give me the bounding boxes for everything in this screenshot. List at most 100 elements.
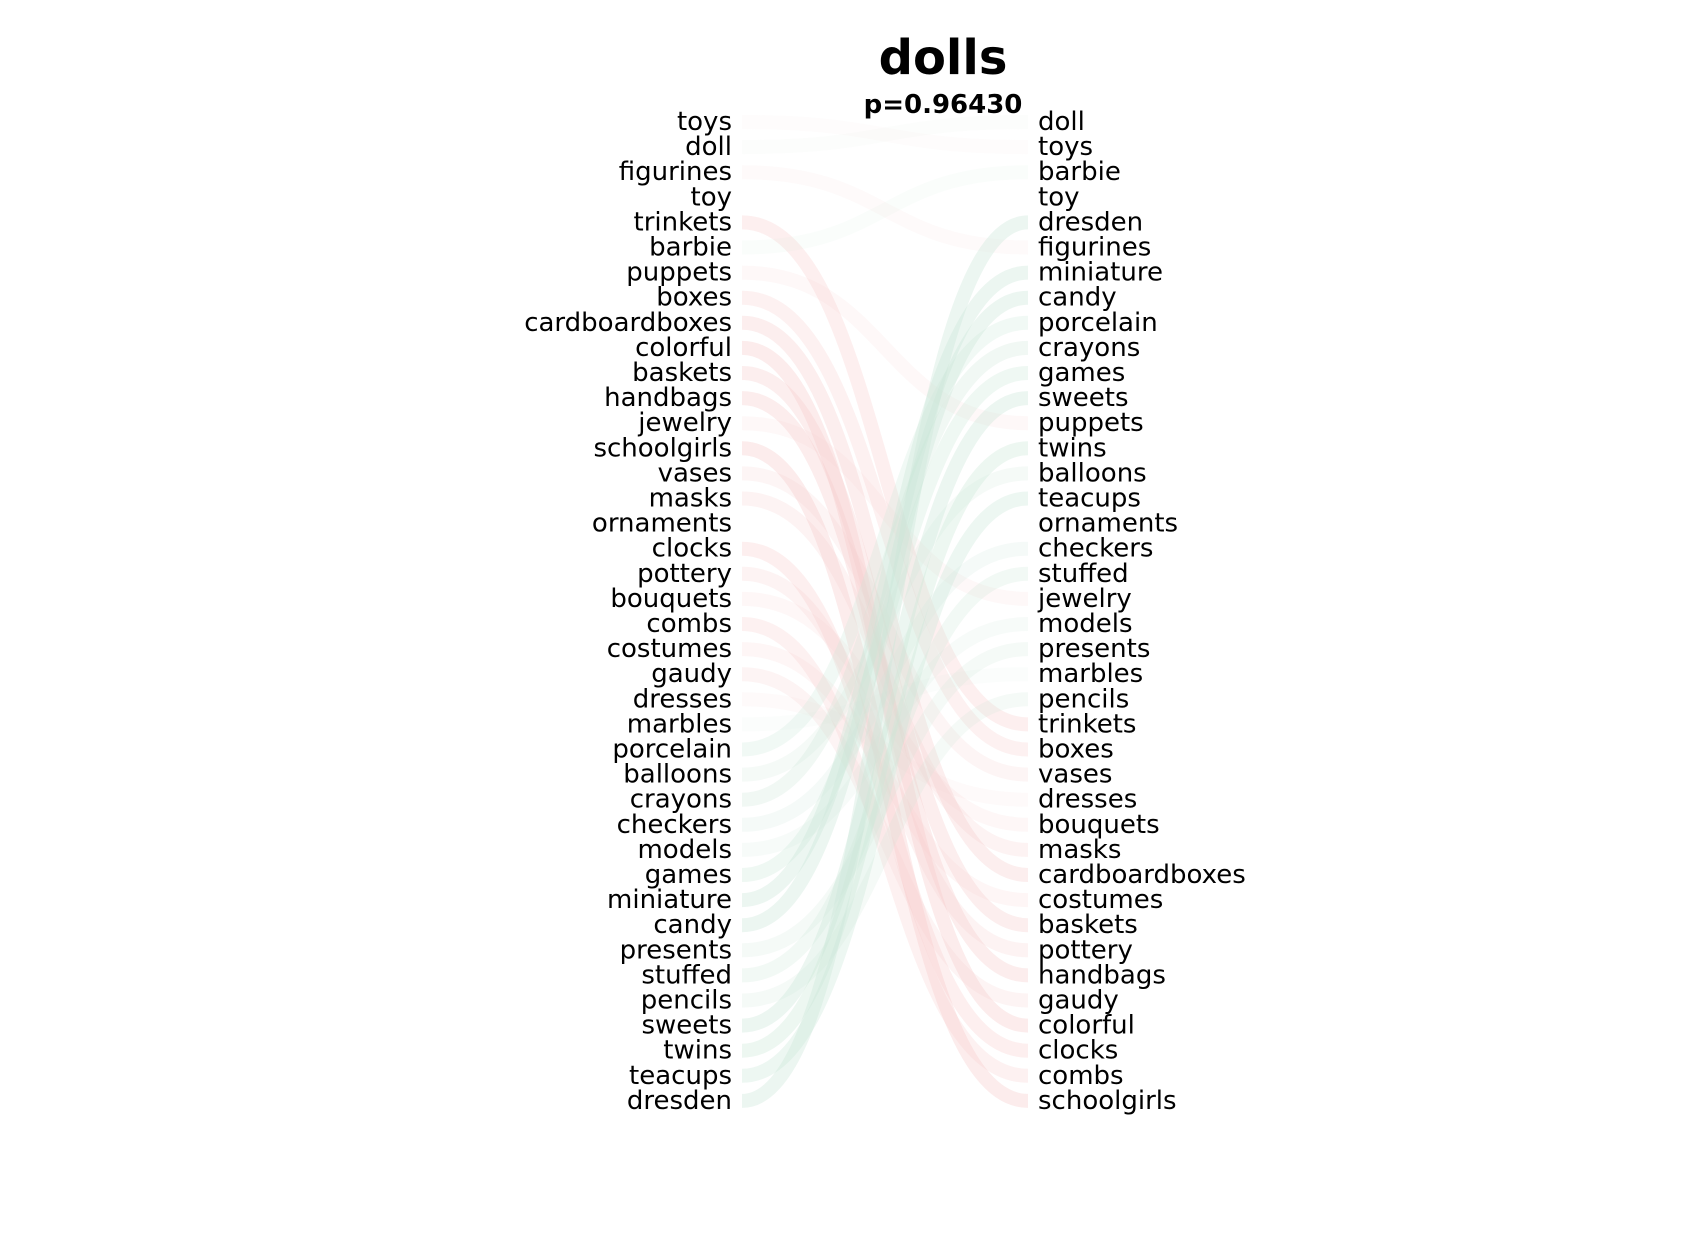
left-word-label: balloons — [623, 760, 732, 790]
rank-link — [741, 290, 1029, 757]
right-word-label: twins — [1038, 433, 1107, 463]
left-word-label: cardboardboxes — [524, 308, 732, 338]
left-word-label: combs — [646, 609, 732, 639]
rank-link — [741, 617, 1029, 1083]
left-word-label: toys — [677, 107, 732, 137]
rank-link — [741, 466, 1029, 782]
left-word-label: toy — [691, 182, 733, 212]
rank-link — [741, 115, 1029, 155]
rank-link — [741, 265, 1029, 908]
left-word-label: crayons — [630, 785, 732, 815]
left-word-label: vases — [658, 458, 732, 488]
rank-link — [741, 441, 1029, 1108]
right-word-label: cardboardboxes — [1038, 860, 1246, 890]
right-word-label: ornaments — [1038, 509, 1178, 539]
right-word-label: porcelain — [1038, 308, 1158, 338]
right-word-label: teacups — [1038, 484, 1141, 514]
rank-link — [741, 692, 1029, 1008]
left-word-label: figurines — [619, 157, 732, 187]
left-word-label: pencils — [641, 986, 732, 1016]
right-word-label: puppets — [1038, 408, 1144, 438]
rank-link — [741, 466, 1029, 782]
rank-link — [741, 566, 1029, 983]
right-word-label: marbles — [1038, 659, 1143, 689]
left-word-label: doll — [685, 132, 732, 162]
right-word-label: handbags — [1038, 960, 1166, 990]
left-word-label: miniature — [607, 885, 732, 915]
left-word-label: clocks — [652, 534, 732, 564]
left-word-label: bouquets — [610, 584, 732, 614]
rank-links — [741, 115, 1029, 1108]
rank-link — [741, 692, 1029, 807]
left-word-label: dresden — [627, 1086, 732, 1116]
left-word-label: puppets — [626, 258, 732, 288]
left-word-label: colorful — [635, 333, 732, 363]
rank-link — [741, 165, 1029, 255]
right-word-label: checkers — [1038, 534, 1153, 564]
rank-link — [741, 591, 1029, 832]
right-word-label: schoolgirls — [1038, 1086, 1177, 1116]
right-word-label: sweets — [1038, 383, 1129, 413]
right-word-label: gaudy — [1038, 986, 1119, 1016]
rank-link — [741, 366, 1029, 882]
left-word-label: costumes — [607, 634, 732, 664]
right-word-label: trinkets — [1038, 709, 1136, 739]
right-word-label: toys — [1038, 132, 1093, 162]
left-word-label: teacups — [629, 1061, 732, 1091]
rank-link — [741, 165, 1029, 255]
right-word-label: miniature — [1038, 258, 1163, 288]
rank-link — [741, 416, 1029, 606]
left-word-label: masks — [649, 484, 732, 514]
right-word-label: candy — [1038, 283, 1117, 313]
rank-link — [741, 441, 1029, 1058]
rank-link — [741, 391, 1029, 983]
right-word-label: balloons — [1038, 458, 1147, 488]
left-word-label: porcelain — [612, 735, 732, 765]
rank-link — [741, 491, 1029, 857]
chart-subtitle: p=0.96430 — [863, 90, 1023, 120]
right-word-label: models — [1038, 609, 1133, 639]
right-word-label: bouquets — [1038, 810, 1160, 840]
right-word-label: toy — [1038, 182, 1080, 212]
left-word-label: dresses — [633, 684, 732, 714]
left-word-label: barbie — [649, 233, 732, 263]
rank-link — [741, 340, 1029, 807]
right-word-label: colorful — [1038, 1011, 1135, 1041]
right-word-label: costumes — [1038, 885, 1163, 915]
right-word-label: stuffed — [1038, 559, 1129, 589]
left-word-label: ornaments — [592, 509, 732, 539]
rank-link — [741, 315, 1029, 882]
left-word-label: sweets — [641, 1011, 732, 1041]
rank-link — [741, 566, 1029, 958]
right-word-label: dresses — [1038, 785, 1137, 815]
left-word-label: baskets — [632, 358, 732, 388]
right-word-list: dolltoysbarbietoydresdenfigurinesminiatu… — [1037, 107, 1246, 1116]
right-word-label: pottery — [1038, 935, 1133, 965]
rank-link — [741, 215, 1029, 1108]
rank-link — [741, 642, 1029, 908]
right-word-label: doll — [1038, 107, 1085, 137]
left-word-label: stuffed — [641, 960, 732, 990]
right-word-label: crayons — [1038, 333, 1140, 363]
right-word-label: barbie — [1038, 157, 1121, 187]
right-word-label: presents — [1038, 634, 1150, 664]
right-word-label: jewelry — [1037, 584, 1132, 614]
left-word-label: games — [645, 860, 732, 890]
rank-link — [741, 667, 1029, 732]
left-word-label: boxes — [656, 283, 732, 313]
right-word-label: baskets — [1038, 910, 1138, 940]
left-word-label: trinkets — [634, 207, 732, 237]
left-word-label: checkers — [617, 810, 732, 840]
left-word-label: jewelry — [637, 408, 732, 438]
left-word-label: candy — [653, 910, 732, 940]
rank-link — [741, 290, 1029, 933]
left-word-label: marbles — [627, 709, 732, 739]
rank-link — [741, 366, 1029, 933]
right-word-label: boxes — [1038, 735, 1114, 765]
chart-title: dolls — [878, 30, 1008, 86]
rank-link — [741, 115, 1029, 155]
rank-link — [741, 265, 1029, 431]
right-word-label: figurines — [1038, 233, 1151, 263]
left-word-label: twins — [663, 1036, 732, 1066]
